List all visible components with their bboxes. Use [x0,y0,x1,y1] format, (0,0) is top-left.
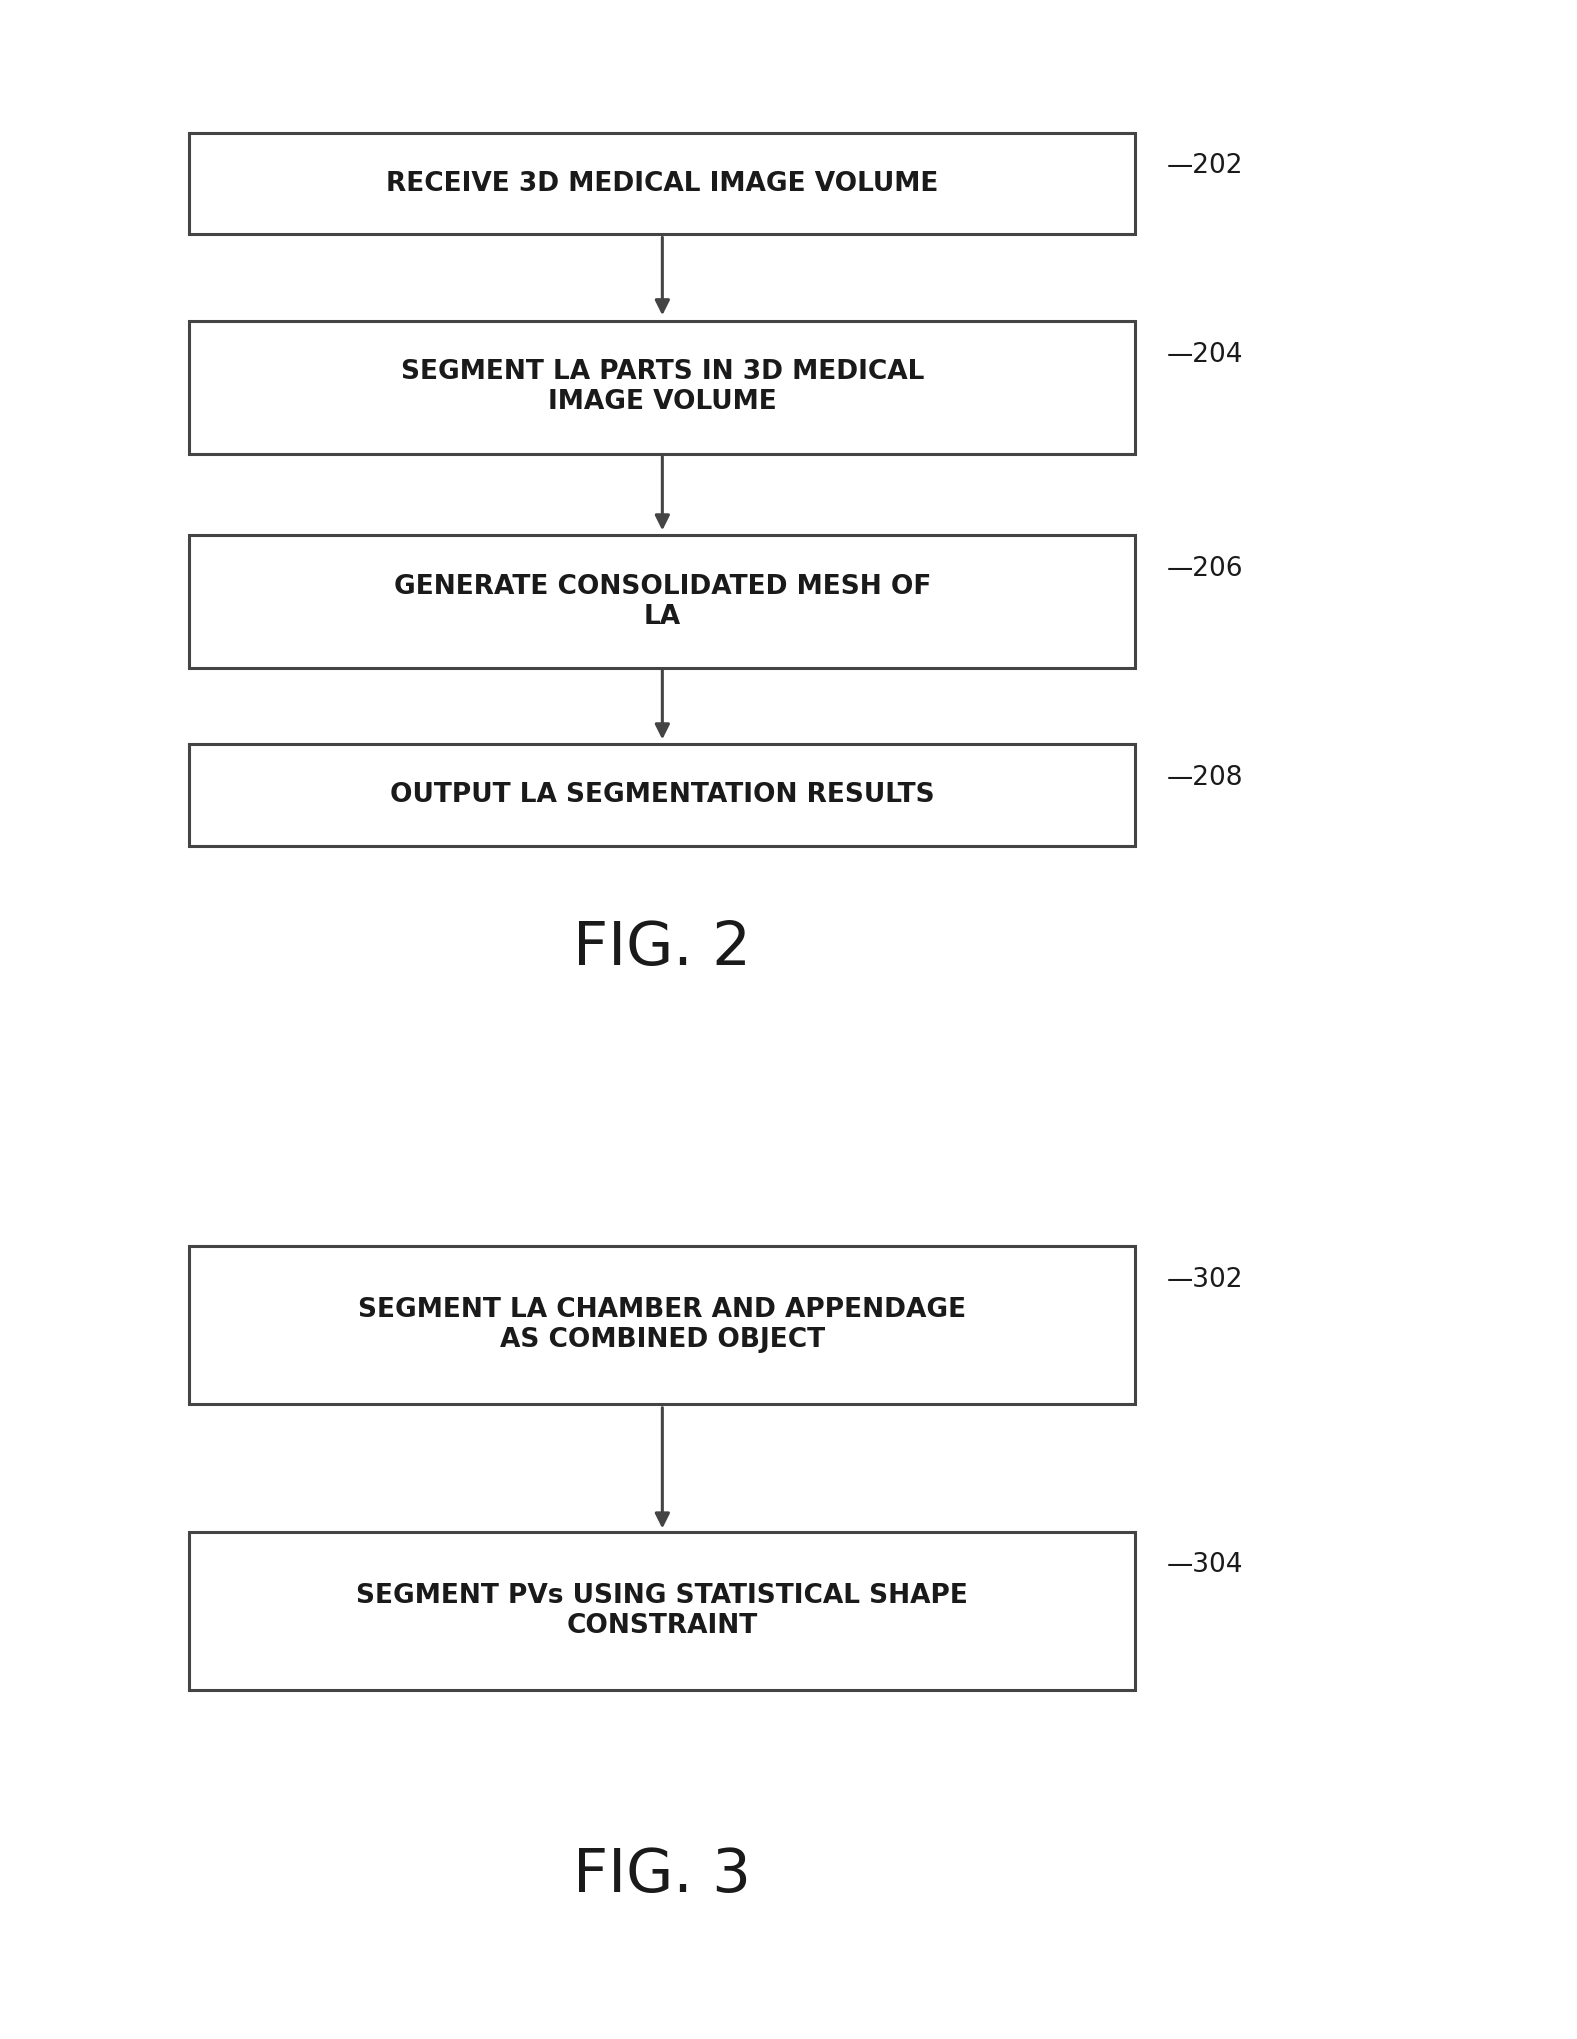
Text: SEGMENT LA CHAMBER AND APPENDAGE
AS COMBINED OBJECT: SEGMENT LA CHAMBER AND APPENDAGE AS COMB… [358,1297,967,1354]
Text: —304: —304 [1167,1552,1244,1578]
Text: —204: —204 [1167,341,1244,367]
Text: FIG. 3: FIG. 3 [574,1847,751,1904]
FancyBboxPatch shape [189,744,1135,846]
FancyBboxPatch shape [189,320,1135,453]
Text: RECEIVE 3D MEDICAL IMAGE VOLUME: RECEIVE 3D MEDICAL IMAGE VOLUME [386,171,938,196]
FancyBboxPatch shape [189,133,1135,234]
Text: SEGMENT PVs USING STATISTICAL SHAPE
CONSTRAINT: SEGMENT PVs USING STATISTICAL SHAPE CONS… [356,1582,968,1639]
Text: —208: —208 [1167,765,1244,791]
FancyBboxPatch shape [189,534,1135,669]
FancyBboxPatch shape [189,1246,1135,1405]
Text: OUTPUT LA SEGMENTATION RESULTS: OUTPUT LA SEGMENTATION RESULTS [390,783,935,807]
Text: FIG. 2: FIG. 2 [574,920,751,977]
Text: SEGMENT LA PARTS IN 3D MEDICAL
IMAGE VOLUME: SEGMENT LA PARTS IN 3D MEDICAL IMAGE VOL… [401,359,924,416]
FancyBboxPatch shape [189,1531,1135,1690]
Text: —206: —206 [1167,555,1244,581]
Text: GENERATE CONSOLIDATED MESH OF
LA: GENERATE CONSOLIDATED MESH OF LA [394,573,930,630]
Text: —202: —202 [1167,153,1244,179]
Text: —302: —302 [1167,1266,1244,1293]
